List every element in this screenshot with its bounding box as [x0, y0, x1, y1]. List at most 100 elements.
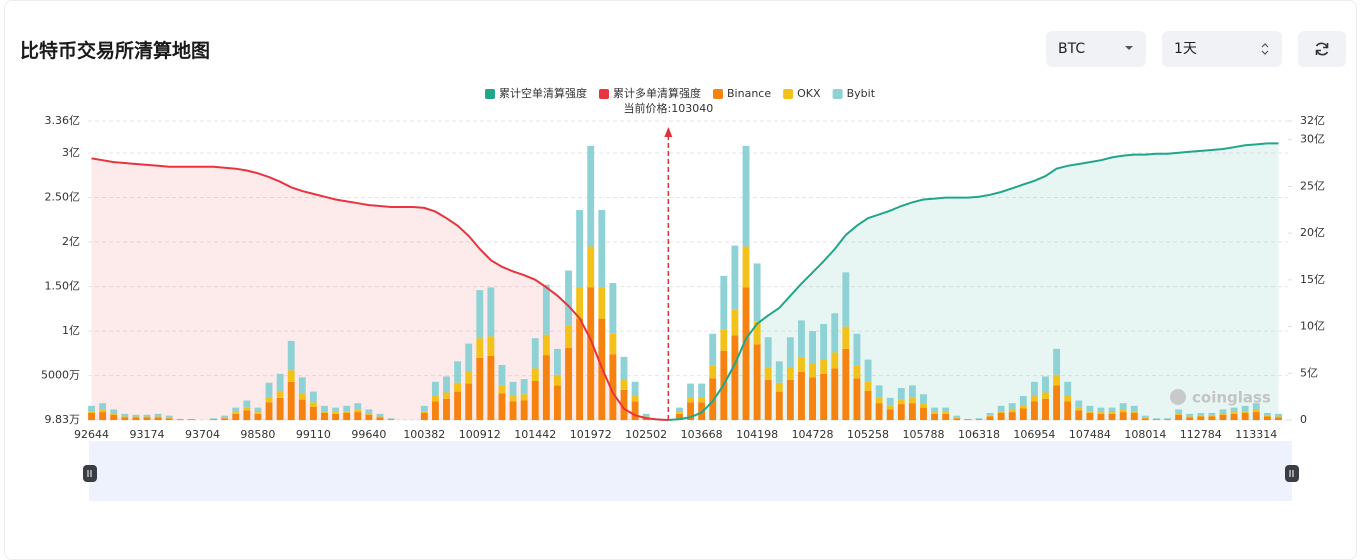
- bar: [1119, 409, 1127, 413]
- bar: [875, 397, 883, 404]
- bar: [798, 372, 805, 421]
- bar: [465, 343, 473, 373]
- legend-label: Bybit: [847, 87, 876, 100]
- bar: [520, 394, 528, 401]
- bar: [298, 377, 306, 394]
- bar: [1164, 418, 1171, 420]
- bar: [775, 361, 783, 383]
- bar: [265, 402, 273, 421]
- refresh-icon: [1315, 42, 1329, 56]
- x-tick-label: 93704: [185, 428, 220, 441]
- bar: [1275, 417, 1282, 421]
- bar: [143, 416, 151, 418]
- bar: [454, 361, 462, 383]
- slider-handle[interactable]: [1285, 465, 1299, 482]
- bar: [1086, 412, 1094, 421]
- legend-item: OKX: [783, 87, 821, 100]
- bar: [775, 382, 783, 392]
- dropdown-icon: [1125, 46, 1133, 50]
- bar: [143, 417, 151, 421]
- bar: [531, 338, 539, 369]
- bar: [254, 407, 262, 413]
- bar: [886, 409, 894, 421]
- legend-item: 累计空单清算强度: [485, 86, 587, 100]
- y2-tick-label: 15亿: [1300, 273, 1325, 286]
- legend-label: OKX: [797, 87, 821, 100]
- bar: [1230, 412, 1238, 414]
- bar: [1186, 416, 1194, 418]
- x-tick-label: 104198: [736, 428, 778, 441]
- bar: [309, 402, 317, 407]
- bar: [1208, 412, 1216, 416]
- bar: [1130, 405, 1138, 412]
- y2-tick-label: 0: [1300, 413, 1307, 426]
- watermark-text: coinglass: [1192, 389, 1271, 407]
- bar: [1197, 412, 1205, 416]
- bar: [154, 416, 162, 418]
- bar: [1064, 401, 1072, 421]
- bar: [1097, 413, 1105, 421]
- bar: [587, 246, 595, 288]
- bar: [1030, 381, 1038, 397]
- bar: [420, 412, 428, 421]
- bar: [1275, 413, 1282, 417]
- bar: [487, 336, 495, 356]
- bar: [964, 419, 972, 421]
- bar: [598, 210, 606, 288]
- bar: [1197, 416, 1205, 421]
- bar: [997, 411, 1005, 413]
- bar: [298, 393, 306, 400]
- bar: [265, 396, 273, 403]
- watermark: coinglass: [1170, 389, 1271, 407]
- bar: [387, 418, 395, 420]
- range-select[interactable]: 1天: [1162, 31, 1282, 67]
- y2-tick-label: 20亿: [1300, 226, 1325, 239]
- bar: [376, 416, 384, 418]
- bar: [454, 391, 462, 421]
- legend-item: Binance: [713, 87, 771, 100]
- bar: [1042, 398, 1049, 421]
- bar: [542, 355, 550, 421]
- bar: [798, 320, 805, 357]
- bar: [509, 396, 517, 402]
- bar: [809, 364, 817, 378]
- bar: [975, 418, 983, 420]
- bar: [154, 413, 162, 417]
- bar: [908, 403, 916, 421]
- bar: [354, 403, 362, 410]
- bar: [764, 380, 772, 421]
- range-slider[interactable]: [83, 441, 1299, 501]
- legend-swatch: [713, 89, 723, 99]
- bar: [476, 338, 484, 358]
- slider-handle[interactable]: [83, 465, 97, 482]
- x-tick-label: 108014: [1124, 428, 1166, 441]
- bar: [321, 411, 328, 413]
- bar: [1252, 403, 1260, 410]
- y-tick-label: 3亿: [62, 146, 80, 159]
- bar: [842, 326, 850, 349]
- coin-select[interactable]: BTC: [1046, 31, 1146, 67]
- bar: [121, 416, 129, 418]
- bar: [376, 417, 384, 421]
- bar: [1008, 409, 1016, 413]
- bar: [709, 333, 717, 366]
- bar: [587, 145, 595, 247]
- bar: [997, 412, 1005, 421]
- bar: [698, 396, 706, 403]
- bar: [576, 210, 584, 288]
- refresh-button[interactable]: [1298, 31, 1346, 67]
- bar: [531, 368, 539, 381]
- y-tick-label: 3.36亿: [45, 114, 81, 127]
- bar: [1186, 417, 1194, 421]
- bar: [565, 270, 572, 326]
- bar: [753, 321, 761, 345]
- x-tick-label: 100382: [403, 428, 445, 441]
- bar: [1064, 396, 1072, 402]
- bar: [753, 263, 761, 322]
- bar: [631, 396, 639, 402]
- bar: [753, 344, 761, 421]
- bar: [731, 309, 739, 336]
- bar: [88, 412, 95, 421]
- x-tick-label: 103668: [681, 428, 723, 441]
- bar: [221, 418, 229, 421]
